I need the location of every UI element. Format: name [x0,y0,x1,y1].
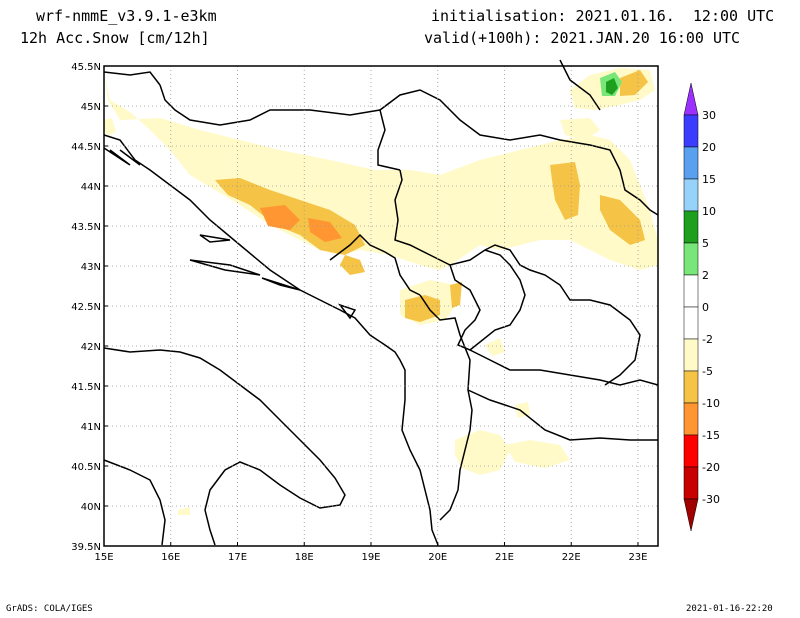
colorbar-segment [683,370,699,404]
colorbar-label: 5 [702,237,709,250]
grid-lines [104,66,658,546]
snow-light-east [485,338,505,356]
lat-label: 42N [81,342,101,353]
snow-moderate-mont [405,295,440,322]
colorbar-top-arrow [683,82,699,116]
colorbar-segment [683,178,699,212]
colorbar-label: -2 [702,333,713,346]
lon-label: 15E [94,552,113,563]
colorbar-segment [683,466,699,500]
border-north [379,89,659,216]
colorbar-label: 15 [702,173,716,186]
colorbar-label: -5 [702,365,713,378]
colorbar-bottom-arrow [683,498,699,532]
colorbar-segment [683,338,699,372]
border-ro [559,59,601,111]
lon-label: 17E [228,552,247,563]
colorbar-segment [683,402,699,436]
coastline-italy-heel [103,459,166,546]
lat-label: 40N [81,502,101,513]
colorbar-label: -10 [702,397,720,410]
lon-label: 16E [161,552,180,563]
lat-label: 44N [81,182,101,193]
lon-label: 20E [428,552,447,563]
border-al [419,294,473,521]
snow-light-greece [505,440,570,468]
grads-credit: GrADS: COLA/IGES [6,604,93,614]
border-mk [469,349,659,386]
snow-moderate-sandzak [340,255,365,275]
snow-heavy-core [260,205,300,230]
snow-green-dark [606,78,618,95]
latitude-labels: 45.5N 45N 44.5N 44N 43.5N 43N 42.5N 42N 41.5N 41N… [71,62,108,553]
snow-light-north [104,72,658,270]
lat-label: 39.5N [71,542,101,553]
snow-light-w [104,118,116,136]
snow-light-mac [515,402,530,418]
coastlines-borders [103,59,659,546]
border-ba-me [329,233,421,296]
render-timestamp: 2021-01-16-22:20 [686,604,773,614]
colorbar-segment [683,242,699,276]
colorbar-segment [683,274,699,308]
colorbar-label: 30 [702,109,716,122]
longitude-labels: 15E 16E 17E 18E 19E 20E 21E 22E 23E [94,542,647,563]
border-hr-slo [103,71,161,86]
lat-label: 42.5N [71,302,101,313]
snow-moderate-east [600,195,645,245]
coastline-west [103,134,439,546]
lon-label: 18E [295,552,314,563]
snow-light-albania [455,430,510,475]
model-title: wrf-nmmE_v3.9.1-e3km [36,7,217,25]
snow-moderate-serbia [550,162,580,220]
lon-label: 22E [562,552,581,563]
lat-label: 41N [81,422,101,433]
lat-label: 40.5N [71,462,101,473]
snow-light-south [178,507,190,515]
lat-label: 44.5N [71,142,101,153]
colorbar-segment [683,146,699,180]
lon-label: 21E [495,552,514,563]
lat-label: 45.5N [71,62,101,73]
lat-label: 43N [81,262,101,273]
colorbar-segment [683,434,699,468]
islands [119,149,357,320]
colorbar-segment [683,210,699,244]
valid-time: valid(+100h): 2021.JAN.20 16:00 UTC [424,29,741,47]
border-hr-ba [159,84,401,171]
snow-moderate-kos [450,282,462,308]
colorbar-label: -15 [702,429,720,442]
snow-moderate-ne [620,70,648,96]
field-title: 12h Acc.Snow [cm/12h] [20,29,210,47]
colorbar-label: 2 [702,269,709,282]
border-rs [394,169,641,386]
colorbar-label: 10 [702,205,716,218]
border-kos [449,249,526,351]
lat-label: 45N [81,102,101,113]
snowfall-field [104,68,658,515]
lat-label: 43.5N [71,222,101,233]
snow-heavy-core2 [308,218,342,242]
lon-label: 23E [628,552,647,563]
colorbar-segment [683,114,699,148]
border-gr [467,389,658,441]
colorbar-label: 20 [702,141,716,154]
snow-light-ne2 [560,118,600,140]
colorbar-label: 0 [702,301,709,314]
lon-label: 19E [361,552,380,563]
colorbar-segment [683,306,699,340]
lat-label: 41.5N [71,382,101,393]
coastline-italy [103,347,346,546]
initialisation-time: initialisation: 2021.01.16. 12:00 UTC [431,7,775,25]
colorbar-label: -20 [702,461,720,474]
colorbar-label: -30 [702,493,720,506]
